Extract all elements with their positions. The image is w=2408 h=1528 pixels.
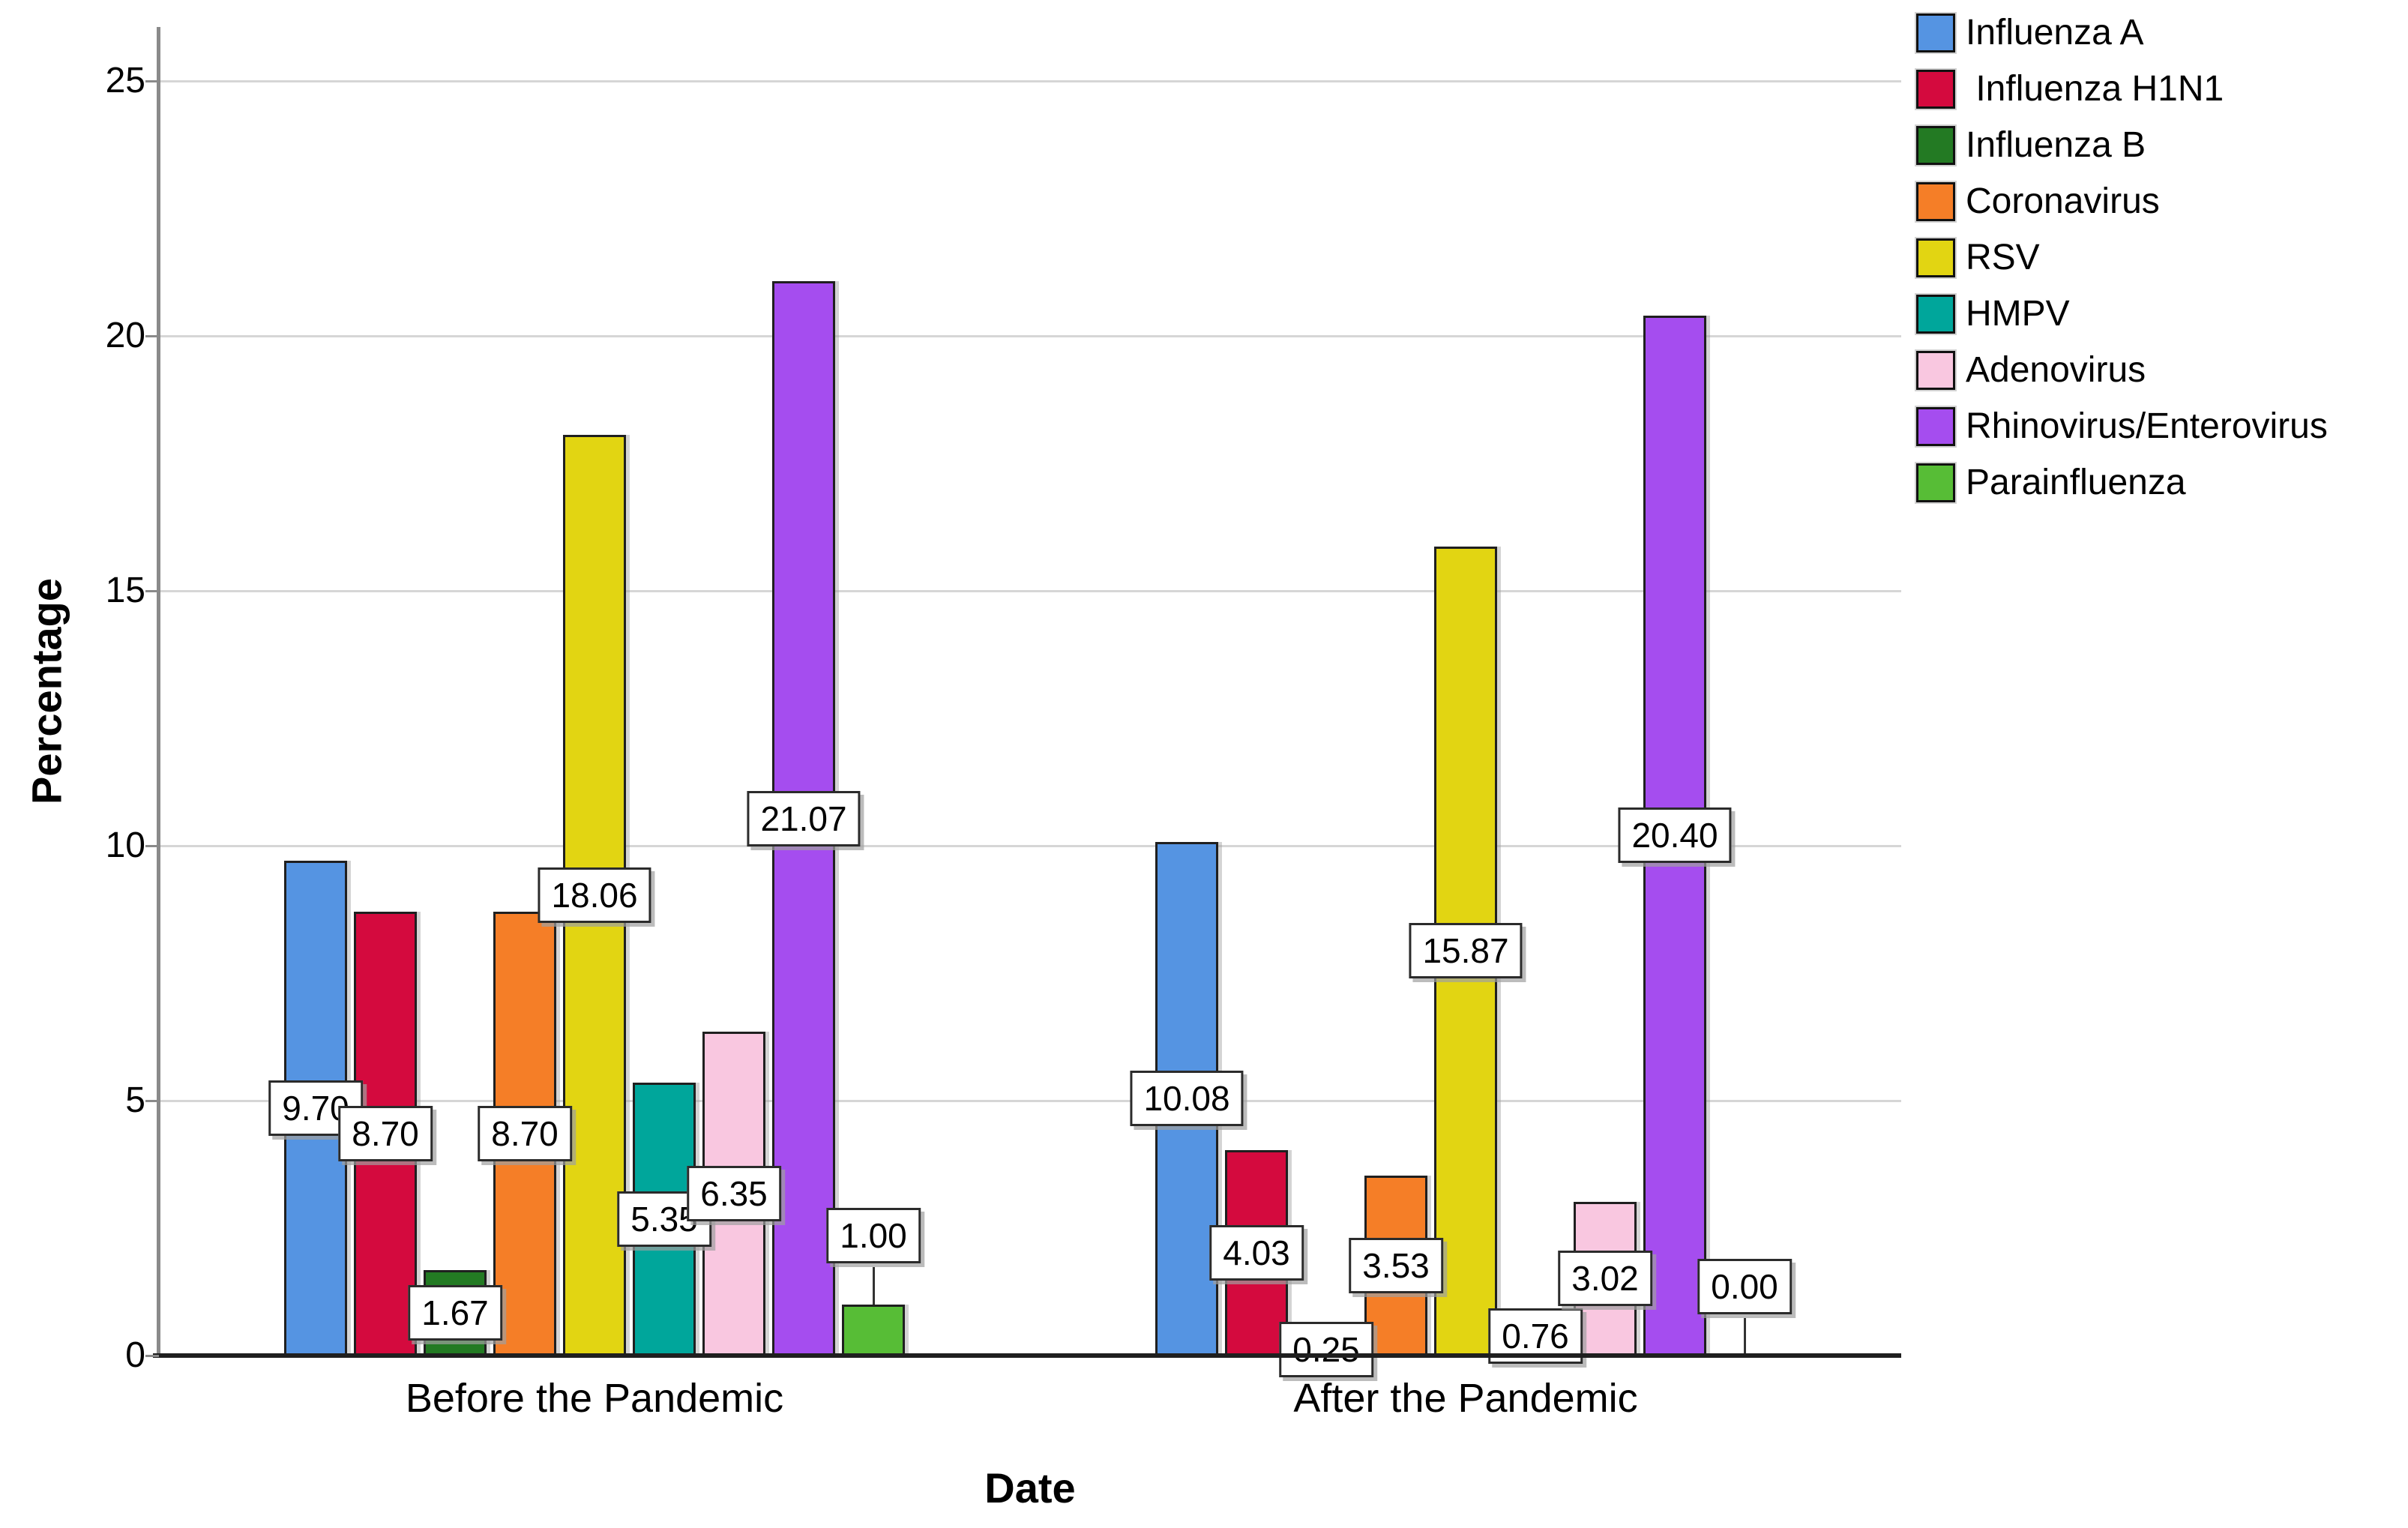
bar-slot-adenovirus-before-the-pandemic: 6.35 bbox=[687, 27, 781, 1356]
y-tick-10 bbox=[145, 845, 159, 847]
y-tick-label-10: 10 bbox=[105, 825, 145, 865]
x-category-label-before: Before the Pandemic bbox=[405, 1376, 784, 1421]
gridline-5 bbox=[159, 1100, 1901, 1102]
legend-label: RSV bbox=[1966, 238, 2040, 277]
legend-label: Adenovirus bbox=[1966, 350, 2146, 390]
bar-value-label-parainfluenza-before-the-pandemic: 1.00 bbox=[826, 1208, 921, 1263]
legend-label: Rhinovirus/Enterovirus bbox=[1966, 406, 2328, 446]
legend-swatch-coronavirus bbox=[1916, 182, 1955, 221]
y-tick-label-25: 25 bbox=[105, 61, 145, 100]
plot-area: 0 5 10 15 20 25 9.70 8.70 1.67 8.70 18.06 5.35 6.35… bbox=[106, 27, 1901, 1377]
bar-slot-hmpv-after-the-pandemic: 0.76 bbox=[1488, 27, 1583, 1365]
bar-slot-parainfluenza-after-the-pandemic: 0.00 bbox=[1697, 27, 1792, 1356]
legend-swatch-influenza-h1n1 bbox=[1916, 70, 1955, 109]
bar-value-label-rhinovirus-enterovirus-after-the-pandemic: 20.40 bbox=[1618, 807, 1732, 864]
y-tick-label-5: 5 bbox=[125, 1080, 145, 1120]
x-category-label-after: After the Pandemic bbox=[1293, 1376, 1638, 1421]
bar-slot-influenza-h1n1-before-the-pandemic: 8.70 bbox=[338, 27, 433, 1356]
bar-value-label-rsv-before-the-pandemic: 18.06 bbox=[538, 867, 651, 923]
legend-item-rsv: RSV bbox=[1916, 238, 2328, 277]
label-leader-line bbox=[1744, 1318, 1746, 1356]
legend-item-rhinovirus-enterovirus: Rhinovirus/Enterovirus bbox=[1916, 407, 2328, 446]
legend-label: HMPV bbox=[1966, 294, 2070, 334]
bar-value-label-influenza-h1n1-before-the-pandemic: 8.70 bbox=[338, 1106, 433, 1162]
y-tick-5 bbox=[145, 1100, 159, 1102]
x-axis-line bbox=[153, 1353, 1901, 1358]
y-tick-label-20: 20 bbox=[105, 316, 145, 355]
bar-value-label-coronavirus-before-the-pandemic: 8.70 bbox=[478, 1106, 572, 1162]
bar-slot-rsv-before-the-pandemic: 18.06 bbox=[538, 27, 651, 1356]
bar-value-label-influenza-a-after-the-pandemic: 10.08 bbox=[1130, 1071, 1244, 1127]
legend-swatch-adenovirus bbox=[1916, 351, 1955, 390]
legend-label: Influenza B bbox=[1966, 125, 2146, 165]
bar-parainfluenza-before-the-pandemic bbox=[842, 1305, 905, 1356]
x-axis-title: Date bbox=[984, 1464, 1076, 1512]
legend-swatch-parainfluenza bbox=[1916, 463, 1955, 502]
bar-slot-influenza-b-before-the-pandemic: 1.67 bbox=[408, 27, 502, 1356]
legend-item-influenza-a: Influenza A bbox=[1916, 13, 2328, 52]
legend-item-influenza-b: Influenza B bbox=[1916, 126, 2328, 165]
legend-item-influenza-h1n1: Influenza H1N1 bbox=[1916, 70, 2328, 109]
bar-slot-rhinovirus-enterovirus-before-the-pandemic: 21.07 bbox=[747, 27, 861, 1356]
bar-value-label-rhinovirus-enterovirus-before-the-pandemic: 21.07 bbox=[747, 790, 861, 846]
bar-slot-hmpv-before-the-pandemic: 5.35 bbox=[617, 27, 711, 1356]
legend-item-parainfluenza: Parainfluenza bbox=[1916, 463, 2328, 502]
bar-slot-influenza-a-after-the-pandemic: 10.08 bbox=[1130, 27, 1244, 1356]
bar-value-label-influenza-b-before-the-pandemic: 1.67 bbox=[408, 1285, 502, 1341]
bar-value-label-adenovirus-after-the-pandemic: 3.02 bbox=[1558, 1251, 1652, 1307]
gridline-25 bbox=[159, 80, 1901, 82]
bar-value-label-adenovirus-before-the-pandemic: 6.35 bbox=[687, 1166, 781, 1222]
bar-group-before-the-pandemic: 9.70 8.70 1.67 8.70 18.06 5.35 6.35 21.07 1.00 bbox=[268, 27, 921, 1356]
legend-label: Coronavirus bbox=[1966, 181, 2160, 221]
bar-slot-rsv-after-the-pandemic: 15.87 bbox=[1409, 27, 1523, 1356]
y-tick-25 bbox=[145, 80, 159, 82]
bar-group-after-the-pandemic: 10.08 4.03 0.25 3.53 15.87 0.76 3.02 20.40 0.00 bbox=[1130, 27, 1792, 1377]
bar-value-label-influenza-h1n1-after-the-pandemic: 4.03 bbox=[1209, 1224, 1304, 1281]
gridline-10 bbox=[159, 845, 1901, 847]
label-leader-line bbox=[873, 1267, 875, 1305]
bar-slot-coronavirus-before-the-pandemic: 8.70 bbox=[478, 27, 572, 1356]
legend-label: Parainfluenza bbox=[1966, 463, 2186, 502]
y-tick-0 bbox=[145, 1355, 159, 1357]
bar-value-label-parainfluenza-after-the-pandemic: 0.00 bbox=[1697, 1259, 1792, 1314]
bar-slot-adenovirus-after-the-pandemic: 3.02 bbox=[1558, 27, 1652, 1356]
legend-label: Influenza H1N1 bbox=[1966, 69, 2224, 109]
bar-value-label-influenza-b-after-the-pandemic: 0.25 bbox=[1279, 1321, 1373, 1377]
legend-item-adenovirus: Adenovirus bbox=[1916, 351, 2328, 390]
legend-swatch-rhinovirus-enterovirus bbox=[1916, 407, 1955, 446]
bar-slot-influenza-b-after-the-pandemic: 0.25 bbox=[1279, 27, 1373, 1377]
gridline-15 bbox=[159, 590, 1901, 592]
legend-item-hmpv: HMPV bbox=[1916, 295, 2328, 334]
bar-slot-coronavirus-after-the-pandemic: 3.53 bbox=[1349, 27, 1443, 1356]
gridline-20 bbox=[159, 335, 1901, 337]
legend-label: Influenza A bbox=[1966, 13, 2144, 52]
legend: Influenza A Influenza H1N1 Influenza B C… bbox=[1916, 13, 2328, 520]
y-tick-label-0: 0 bbox=[125, 1335, 145, 1375]
legend-swatch-influenza-a bbox=[1916, 13, 1955, 52]
y-tick-20 bbox=[145, 335, 159, 337]
legend-swatch-influenza-b bbox=[1916, 126, 1955, 165]
legend-swatch-hmpv bbox=[1916, 295, 1955, 334]
legend-item-coronavirus: Coronavirus bbox=[1916, 182, 2328, 221]
y-axis-line bbox=[157, 27, 160, 1358]
bar-slot-influenza-h1n1-after-the-pandemic: 4.03 bbox=[1209, 27, 1304, 1356]
y-tick-label-15: 15 bbox=[105, 571, 145, 610]
bar-slot-parainfluenza-before-the-pandemic: 1.00 bbox=[826, 27, 921, 1356]
legend-swatch-rsv bbox=[1916, 238, 1955, 277]
bar-slot-rhinovirus-enterovirus-after-the-pandemic: 20.40 bbox=[1618, 27, 1732, 1356]
bar-value-label-rsv-after-the-pandemic: 15.87 bbox=[1409, 923, 1523, 979]
y-axis-title: Percentage bbox=[22, 578, 70, 804]
bar-value-label-coronavirus-after-the-pandemic: 3.53 bbox=[1349, 1237, 1443, 1293]
y-tick-15 bbox=[145, 590, 159, 592]
